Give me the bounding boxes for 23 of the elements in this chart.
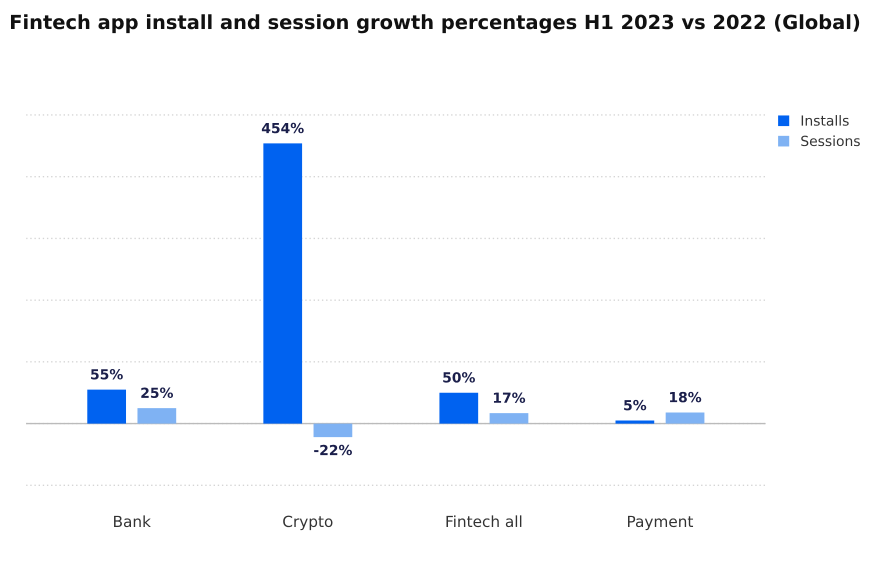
data-label: 18% — [670, 392, 702, 402]
data-label: 55% — [91, 369, 123, 380]
data-label: 17% — [494, 392, 526, 403]
x-tick-label: Crypto — [283, 516, 332, 530]
bar — [616, 420, 654, 424]
chart-title: Fintech app install and session growth percentages H1 2023 vs 2022 (Global) — [10, 14, 860, 34]
bar — [490, 413, 528, 424]
bar — [666, 412, 704, 424]
legend-label: Installs — [802, 115, 849, 126]
bar — [314, 424, 352, 438]
x-tick-label: Fintech all — [446, 515, 522, 528]
x-tick-label: Payment — [628, 516, 694, 530]
data-label: -22% — [314, 444, 352, 456]
bar — [439, 392, 478, 424]
x-tick-label: Bank — [114, 515, 151, 528]
legend-label: Sessions — [801, 135, 860, 146]
bar — [137, 408, 176, 424]
data-label: 25% — [141, 388, 174, 398]
bar — [87, 390, 126, 424]
data-label: 5% — [624, 400, 646, 410]
bar — [263, 143, 302, 424]
data-label: 50% — [443, 372, 475, 383]
data-label: 454% — [262, 122, 304, 134]
